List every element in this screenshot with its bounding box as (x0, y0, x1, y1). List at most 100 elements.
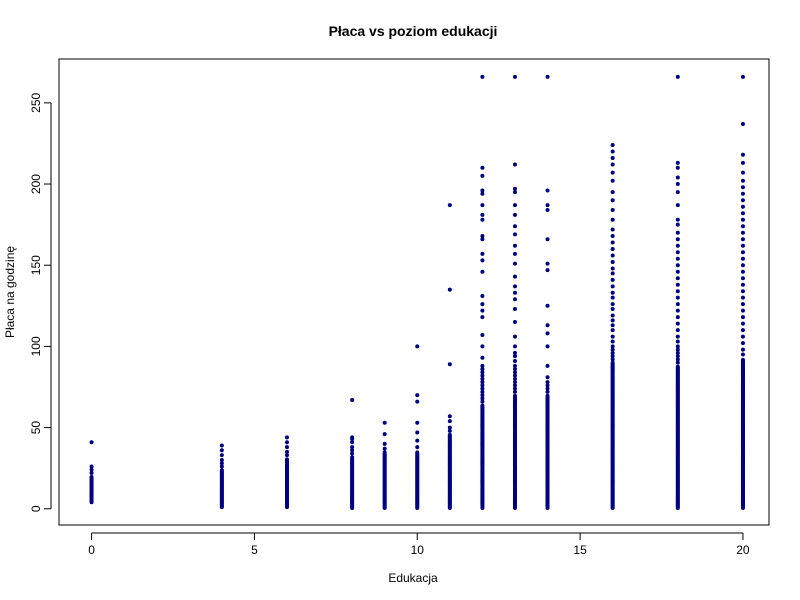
data-point (740, 352, 745, 357)
data-point (675, 74, 680, 79)
data-point (675, 222, 680, 227)
data-point (545, 331, 550, 336)
data-point (740, 263, 745, 268)
data-point (675, 250, 680, 255)
data-point (740, 121, 745, 126)
data-point (512, 344, 517, 349)
data-point (89, 471, 94, 476)
data-point (675, 360, 680, 365)
data-point (610, 259, 615, 264)
data-point (675, 276, 680, 281)
data-point (675, 243, 680, 248)
data-point (675, 263, 680, 268)
x-tick-label: 0 (88, 543, 95, 557)
data-point (512, 190, 517, 195)
x-tick-label: 15 (573, 543, 587, 557)
data-point (675, 328, 680, 333)
y-tick-label: 0 (29, 505, 43, 512)
data-point (610, 284, 615, 289)
data-point (610, 334, 615, 339)
x-tick-label: 10 (411, 543, 425, 557)
data-point (382, 441, 387, 446)
data-point (480, 251, 485, 256)
data-point (512, 334, 517, 339)
data-point (675, 165, 680, 170)
data-point (675, 182, 680, 187)
data-point (740, 74, 745, 79)
data-point (415, 438, 420, 443)
data-point (545, 386, 550, 391)
y-tick-label: 50 (29, 421, 43, 435)
chart-title: Płaca vs poziom edukacji (329, 23, 498, 39)
data-point (740, 347, 745, 352)
data-point (675, 175, 680, 180)
data-point (610, 162, 615, 167)
data-point (610, 323, 615, 328)
data-point (545, 208, 550, 213)
data-point (740, 357, 745, 362)
data-point (512, 290, 517, 295)
y-tick-label: 100 (29, 336, 43, 356)
data-point (545, 363, 550, 368)
x-tick-label: 5 (251, 543, 258, 557)
data-point (610, 344, 615, 349)
data-point (675, 354, 680, 359)
data-point (512, 393, 517, 398)
data-point (545, 188, 550, 193)
data-point (740, 341, 745, 346)
data-point (415, 445, 420, 450)
y-axis: 0 50 100 150 200 250 (29, 93, 52, 512)
data-point (740, 269, 745, 274)
data-point (284, 440, 289, 445)
data-point (480, 380, 485, 385)
data-point (447, 414, 452, 419)
data-point (480, 173, 485, 178)
data-point (447, 362, 452, 367)
data-point (740, 315, 745, 320)
data-point (675, 357, 680, 362)
data-point (480, 269, 485, 274)
data-point (89, 464, 94, 469)
data-point (284, 453, 289, 458)
data-point (675, 190, 680, 195)
y-tick-label: 150 (29, 255, 43, 275)
data-point (512, 376, 517, 381)
x-axis-label: Edukacja (388, 571, 438, 585)
data-point (512, 363, 517, 368)
data-point (382, 450, 387, 455)
data-point (610, 318, 615, 323)
data-point (350, 445, 355, 450)
data-point (219, 464, 224, 469)
data-point (740, 302, 745, 307)
data-point (675, 203, 680, 208)
data-point (740, 282, 745, 287)
data-point (350, 451, 355, 456)
data-point (480, 237, 485, 242)
data-point (610, 240, 615, 245)
data-point (740, 211, 745, 216)
data-point (89, 467, 94, 472)
data-point (447, 287, 452, 292)
data-point (512, 307, 517, 312)
data-point (740, 295, 745, 300)
data-point (740, 217, 745, 222)
data-point (219, 458, 224, 463)
data-point (675, 350, 680, 355)
data-point (89, 440, 94, 445)
data-point (545, 383, 550, 388)
data-point (545, 344, 550, 349)
data-point (610, 302, 615, 307)
data-point (512, 373, 517, 378)
data-point (740, 160, 745, 165)
data-point (480, 363, 485, 368)
data-point (740, 185, 745, 190)
y-tick-label: 250 (29, 93, 43, 113)
data-point (512, 350, 517, 355)
data-point (740, 334, 745, 339)
data-point (740, 237, 745, 242)
data-point (480, 403, 485, 408)
data-point (480, 315, 485, 320)
data-point (447, 432, 452, 437)
data-point (219, 448, 224, 453)
data-point (512, 232, 517, 237)
